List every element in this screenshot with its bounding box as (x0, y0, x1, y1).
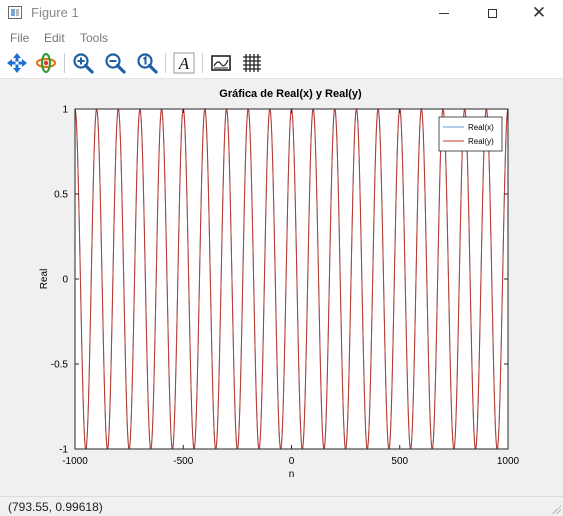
toggle-grid-icon (243, 54, 261, 72)
x-tick-label: -1000 (62, 456, 88, 467)
y-tick-label: 0.5 (54, 190, 68, 201)
y-tick-label: 0 (62, 275, 68, 286)
zoom-out-button[interactable] (103, 51, 127, 75)
toolbar-separator (64, 53, 65, 73)
figure-canvas[interactable]: Gráfica de Real(x) y Real(y) -1000 -500 0 5… (0, 79, 563, 496)
insert-text-button[interactable]: A (172, 51, 196, 75)
text-icon: A (173, 52, 195, 74)
x-tick-label: 1000 (497, 456, 520, 467)
legend-entry-real-y: Real(y) (468, 137, 494, 146)
title-bar: Figure 1 ✕ (0, 0, 563, 26)
x-tick-label: -500 (173, 456, 193, 467)
legend[interactable]: Real(x) Real(y) (438, 116, 503, 152)
svg-text:A: A (178, 54, 190, 73)
y-tick-label: -1 (59, 445, 68, 456)
menu-edit[interactable]: Edit (44, 31, 65, 45)
reset-zoom-icon (137, 53, 158, 74)
pan-icon (7, 53, 27, 73)
reset-zoom-button[interactable] (135, 51, 159, 75)
menu-bar: File Edit Tools (0, 27, 563, 48)
menu-tools[interactable]: Tools (80, 31, 109, 45)
tick-layer: -1000 -500 0 500 1000 -1 -0.5 0 0.5 1 (51, 105, 520, 468)
pan-button[interactable] (5, 51, 29, 75)
close-button[interactable]: ✕ (516, 0, 562, 26)
rotate-icon (35, 52, 57, 74)
window-title: Figure 1 (31, 5, 79, 20)
close-icon: ✕ (531, 2, 547, 23)
toggle-axes-button[interactable] (209, 51, 233, 75)
zoom-in-icon (73, 53, 94, 74)
legend-entry-real-x: Real(x) (468, 123, 494, 132)
toggle-grid-button[interactable] (240, 51, 264, 75)
axes-background[interactable] (75, 109, 508, 449)
zoom-in-button[interactable] (71, 51, 95, 75)
menu-file[interactable]: File (10, 31, 30, 45)
minimize-button[interactable] (421, 0, 467, 26)
legend-box (438, 116, 503, 152)
x-axis-label: n (289, 469, 295, 480)
toolbar: A (0, 48, 563, 79)
rotate-button[interactable] (34, 51, 58, 75)
maximize-icon (487, 8, 497, 18)
app-icon (8, 6, 22, 19)
toggle-axes-icon (211, 55, 231, 71)
resize-grip-icon[interactable] (551, 504, 561, 514)
y-axis-label: Real (39, 269, 50, 290)
chart-title: Gráfica de Real(x) y Real(y) (219, 88, 362, 100)
y-tick-label: 1 (62, 105, 68, 116)
cursor-coordinates: (793.55, 0.99618) (8, 500, 103, 514)
minimize-icon (439, 12, 449, 14)
toolbar-separator (165, 53, 166, 73)
x-tick-label: 500 (391, 456, 408, 467)
zoom-out-icon (105, 53, 126, 74)
toolbar-separator (202, 53, 203, 73)
plot-figure[interactable]: Gráfica de Real(x) y Real(y) -1000 -500 0 5… (0, 79, 563, 496)
y-tick-label: -0.5 (51, 360, 69, 371)
status-bar: (793.55, 0.99618) (0, 496, 563, 516)
maximize-button[interactable] (469, 0, 515, 26)
x-tick-label: 0 (289, 456, 295, 467)
